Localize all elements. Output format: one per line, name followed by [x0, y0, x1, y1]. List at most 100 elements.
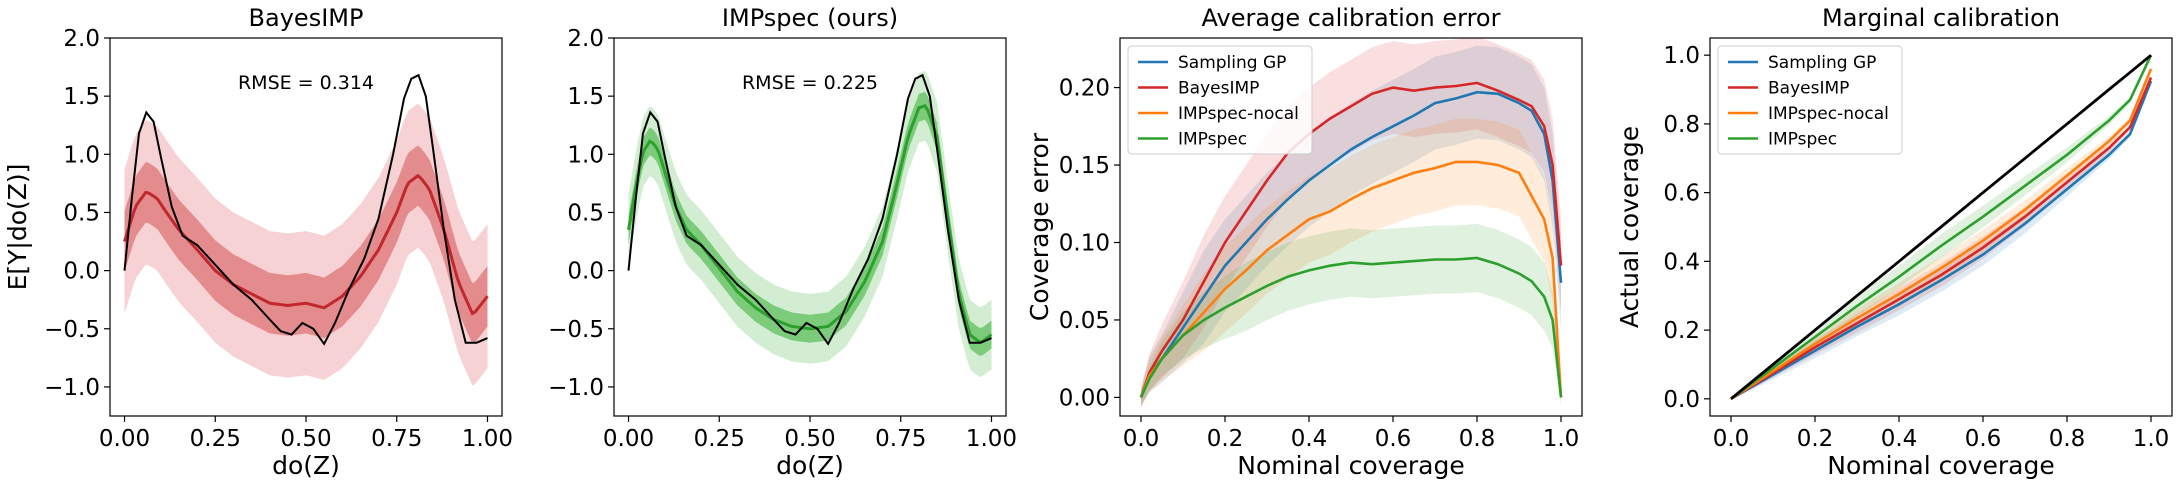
y-tick-label-5: 1.0: [1663, 43, 1700, 69]
panel-impspec: RMSE = 0.225 0.00 0.25 0.50 0.75 1.00 −1.0 −0.5…: [548, 4, 1017, 480]
x-tick-label-1: 0.25: [190, 426, 241, 452]
legend-label-3: IMPspec: [1768, 130, 1837, 150]
y-tick-label-3: 0.5: [567, 200, 604, 226]
legend-label-2: IMPspec-nocal: [1178, 104, 1299, 124]
chart-title: Average calibration error: [1202, 4, 1501, 32]
legend-label-0: Sampling GP: [1768, 53, 1876, 73]
x-tick-label-4: 1.00: [462, 426, 513, 452]
y-tick-label-1: −0.5: [44, 317, 100, 343]
axes-frame: [1709, 37, 2173, 417]
y-tick-label-2: 0.0: [63, 259, 100, 285]
x-tick-label-5: 1.0: [1543, 426, 1580, 452]
panel-marginal-calibration: Sampling GP BayesIMP IMPspec-nocal IMPspec 0…: [1615, 4, 2173, 480]
chart-title: BayesIMP: [249, 4, 364, 32]
y-tick-label-4: 0.8: [1663, 112, 1700, 138]
series-band-1: [1141, 38, 1561, 407]
legend: Sampling GP BayesIMP IMPspec-nocal IMPspec: [1717, 45, 1903, 155]
y-tick-label-1: 0.05: [1059, 308, 1110, 334]
x-tick-label-1: 0.25: [694, 426, 745, 452]
series-band-2: [1141, 118, 1561, 407]
y-tick-label-3: 0.6: [1663, 181, 1700, 207]
series-line-1: [1730, 76, 2153, 400]
x-axis-label: do(Z): [272, 451, 340, 480]
x-axis-label: do(Z): [776, 451, 844, 480]
axes-frame: [1119, 37, 1583, 417]
plot-area: [123, 73, 489, 386]
series-line-2: [1139, 160, 1563, 398]
legend-label-1: BayesIMP: [1178, 79, 1259, 99]
inner-credible-band: [124, 145, 488, 344]
y-tick-label-4: 1.0: [63, 142, 100, 168]
x-tick-label-2: 0.4: [1881, 426, 1918, 452]
x-tick-label-3: 0.75: [875, 426, 926, 452]
y-tick-label-0: −1.0: [44, 375, 100, 401]
plot-area: [627, 71, 993, 377]
x-tick-label-3: 0.6: [1375, 426, 1412, 452]
plot-area: [1139, 38, 1563, 407]
x-axis-label: Nominal coverage: [1827, 451, 2054, 480]
x-tick-label-3: 0.6: [1965, 426, 2002, 452]
y-tick-label-2: 0.4: [1663, 249, 1700, 275]
series-line-2: [1730, 68, 2153, 400]
y-tick-label-4: 0.20: [1059, 76, 1110, 102]
y-tick-label-1: −0.5: [548, 317, 604, 343]
y-tick-label-2: 0.0: [567, 259, 604, 285]
inner-credible-band: [628, 91, 992, 356]
x-tick-label-1: 0.2: [1797, 426, 1834, 452]
y-tick-label-0: −1.0: [548, 375, 604, 401]
x-tick-label-0: 0.0: [1123, 426, 1160, 452]
y-axis-label: Coverage error: [1025, 132, 1054, 321]
series-line-1: [1139, 81, 1563, 398]
series-line-3: [1139, 256, 1563, 398]
y-tick-label-1: 0.2: [1663, 318, 1700, 344]
series-line-0: [1139, 90, 1563, 398]
true-effect-line: [123, 73, 488, 346]
y-tick-label-3: 0.15: [1059, 153, 1110, 179]
legend-frame: [1717, 45, 1903, 155]
x-tick-label-4: 0.8: [2049, 426, 2086, 452]
x-axis-label: Nominal coverage: [1237, 451, 1464, 480]
rmse-annotation: RMSE = 0.225: [742, 72, 878, 94]
y-tick-label-6: 2.0: [567, 26, 604, 52]
y-tick-label-0: 0.00: [1059, 385, 1110, 411]
chart-title: Marginal calibration: [1822, 4, 2060, 32]
series-band-0: [1141, 45, 1561, 407]
y-tick-label-2: 0.10: [1059, 230, 1110, 256]
posterior-mean-line: [627, 104, 993, 344]
x-tick-label-0: 0.00: [99, 426, 150, 452]
series-line-0: [1730, 80, 2153, 400]
outer-credible-band: [628, 71, 992, 377]
legend-label-0: Sampling GP: [1178, 53, 1286, 73]
legend-label-1: BayesIMP: [1768, 79, 1849, 99]
rmse-annotation: RMSE = 0.314: [238, 72, 374, 94]
y-tick-label-5: 1.5: [63, 84, 100, 110]
y-axis-label: Actual coverage: [1615, 126, 1644, 328]
x-tick-label-0: 0.00: [603, 426, 654, 452]
panel-bayesimp: RMSE = 0.314 0.00 0.25 0.50 0.75 1.00 −1.0 −0.5…: [3, 4, 513, 480]
x-tick-label-2: 0.50: [280, 426, 331, 452]
legend-label-2: IMPspec-nocal: [1768, 104, 1889, 124]
x-tick-label-0: 0.0: [1713, 426, 1750, 452]
y-axis-label: E[Y|do(Z)]: [3, 164, 32, 291]
x-tick-label-2: 0.50: [784, 426, 835, 452]
true-effect-line: [627, 73, 992, 346]
plot-area: [1730, 53, 2153, 401]
x-tick-label-1: 0.2: [1207, 426, 1244, 452]
legend-frame: [1127, 45, 1313, 155]
x-tick-label-2: 0.4: [1291, 426, 1328, 452]
y-tick-label-4: 1.0: [567, 142, 604, 168]
x-tick-label-4: 0.8: [1459, 426, 1496, 452]
panel-average-calibration-error: Sampling GP BayesIMP IMPspec-nocal IMPspec 0…: [1025, 4, 1583, 480]
x-tick-label-5: 1.0: [2133, 426, 2170, 452]
x-tick-label-4: 1.00: [966, 426, 1017, 452]
series-line-4: [1730, 54, 2152, 400]
x-tick-label-3: 0.75: [371, 426, 422, 452]
outer-credible-band: [124, 103, 488, 386]
legend-label-3: IMPspec: [1178, 130, 1247, 150]
y-tick-label-0: 0.0: [1663, 387, 1700, 413]
y-tick-label-5: 1.5: [567, 84, 604, 110]
chart-title: IMPspec (ours): [722, 4, 898, 32]
legend: Sampling GP BayesIMP IMPspec-nocal IMPspec: [1127, 45, 1313, 155]
y-tick-label-3: 0.5: [63, 200, 100, 226]
